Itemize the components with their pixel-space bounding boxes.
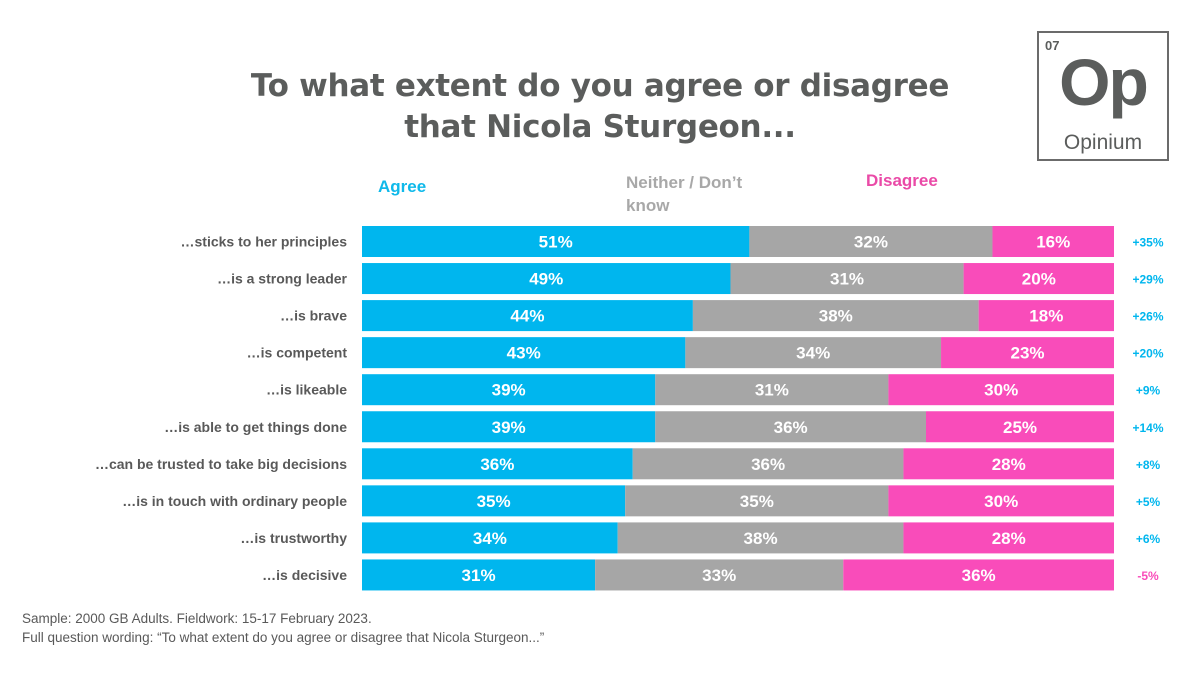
bar-disagree <box>926 411 1114 443</box>
category-label: …can be trusted to take big decisions <box>95 456 347 472</box>
data-label-disagree: 23% <box>1011 344 1045 363</box>
data-label-disagree: 30% <box>984 492 1018 511</box>
net-score-label: -5% <box>1137 569 1159 583</box>
bar-neither <box>595 559 844 591</box>
data-label-disagree: 30% <box>984 381 1018 400</box>
footnote-sample: Sample: 2000 GB Adults. Fieldwork: 15-17… <box>22 611 372 626</box>
bar-agree <box>362 411 656 443</box>
bar-disagree <box>903 448 1114 480</box>
opinium-logo: 07 Op Opinium <box>1037 31 1169 161</box>
data-label-neither: 31% <box>830 270 864 289</box>
title-line-1: To what extent do you agree or disagree <box>250 68 950 104</box>
data-label-neither: 33% <box>702 566 736 585</box>
data-label-disagree: 18% <box>1029 307 1063 326</box>
category-label: …is decisive <box>262 567 347 583</box>
data-label-agree: 31% <box>462 566 496 585</box>
logo-name: Opinium <box>1063 131 1143 154</box>
bar-neither <box>685 337 942 369</box>
data-label-neither: 34% <box>796 344 830 363</box>
data-label-agree: 43% <box>507 344 541 363</box>
bar-neither <box>655 374 889 406</box>
category-label: …is a strong leader <box>217 271 347 287</box>
net-score-label: +5% <box>1136 495 1161 509</box>
bar-agree <box>362 522 618 554</box>
data-label-agree: 36% <box>480 455 514 474</box>
legend-disagree: Disagree <box>866 171 938 190</box>
data-label-disagree: 25% <box>1003 418 1037 437</box>
data-label-agree: 51% <box>539 233 573 252</box>
bar-agree <box>362 226 750 257</box>
bar-neither <box>730 263 964 295</box>
category-label: …is likeable <box>266 382 347 398</box>
net-score-label: +8% <box>1136 458 1161 472</box>
bar-neither <box>617 522 904 554</box>
chart-title: To what extent do you agree or disagree … <box>0 66 1200 148</box>
bar-agree <box>362 485 626 517</box>
data-label-agree: 39% <box>492 381 526 400</box>
bar-disagree <box>941 337 1114 369</box>
category-label: …is in touch with ordinary people <box>122 493 347 509</box>
bar-disagree <box>978 300 1114 332</box>
data-label-agree: 34% <box>473 529 507 548</box>
bar-agree <box>362 300 693 332</box>
data-label-neither: 36% <box>774 418 808 437</box>
logo-symbol: Op <box>1059 45 1149 119</box>
data-label-disagree: 16% <box>1036 233 1070 252</box>
data-label-neither: 36% <box>751 455 785 474</box>
footnote: Sample: 2000 GB Adults. Fieldwork: 15-17… <box>22 609 544 647</box>
data-label-disagree: 28% <box>992 529 1026 548</box>
bar-neither <box>749 226 993 257</box>
footnote-question: Full question wording: “To what extent d… <box>22 630 545 645</box>
bar-agree <box>362 374 656 406</box>
net-score-label: +9% <box>1136 384 1161 398</box>
bar-agree <box>362 337 686 369</box>
category-label: …is trustworthy <box>240 530 347 546</box>
bar-disagree <box>992 226 1114 257</box>
bar-neither <box>625 485 889 517</box>
data-label-neither: 38% <box>819 307 853 326</box>
bar-disagree <box>888 485 1114 517</box>
data-label-disagree: 20% <box>1022 270 1056 289</box>
logo-number: 07 <box>1045 38 1060 53</box>
title-line-2: that Nicola Sturgeon... <box>404 109 796 145</box>
net-score-label: +29% <box>1132 273 1163 287</box>
bar-disagree <box>963 263 1114 295</box>
bar-disagree <box>888 374 1114 406</box>
data-label-agree: 39% <box>492 418 526 437</box>
data-label-agree: 44% <box>510 307 544 326</box>
category-label: …is brave <box>280 308 347 324</box>
category-label: …is able to get things done <box>164 419 347 435</box>
bar-neither <box>692 300 979 332</box>
legend-agree: Agree <box>378 177 427 196</box>
net-score-label: +6% <box>1136 532 1161 546</box>
bar-agree <box>362 559 596 591</box>
net-score-label: +35% <box>1132 236 1163 250</box>
data-label-disagree: 28% <box>992 455 1026 474</box>
bar-neither <box>632 448 904 480</box>
data-label-agree: 49% <box>529 270 563 289</box>
data-label-neither: 38% <box>744 529 778 548</box>
bar-disagree <box>903 522 1114 554</box>
bar-disagree <box>843 559 1114 591</box>
data-label-neither: 35% <box>740 492 774 511</box>
bar-neither <box>655 411 926 443</box>
bar-agree <box>362 448 633 480</box>
category-label: …sticks to her principles <box>181 234 348 250</box>
bar-agree <box>362 263 731 295</box>
net-score-label: +14% <box>1132 421 1163 435</box>
category-label: …is competent <box>247 345 348 361</box>
data-label-agree: 35% <box>477 492 511 511</box>
legend-neither: Neither / Don’t know <box>626 173 743 215</box>
data-label-neither: 32% <box>854 233 888 252</box>
data-label-neither: 31% <box>755 381 789 400</box>
net-score-label: +20% <box>1132 347 1163 361</box>
data-label-disagree: 36% <box>962 566 996 585</box>
net-score-label: +26% <box>1132 310 1163 324</box>
